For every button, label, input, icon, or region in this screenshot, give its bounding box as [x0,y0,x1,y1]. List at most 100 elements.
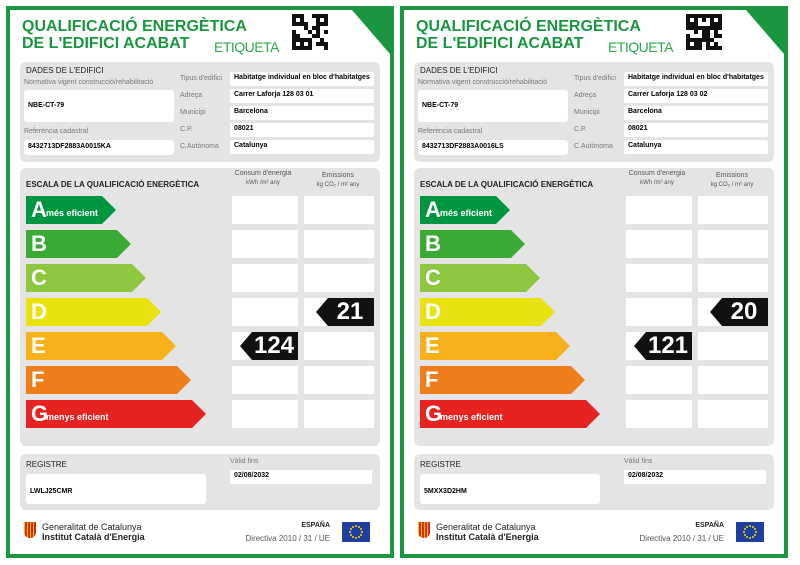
field-label: Referència cadastral [418,128,483,135]
class-text: menys eficient [46,412,109,422]
qr-cell [296,22,300,26]
eu-star [743,534,746,536]
qr-cell [694,42,698,46]
field-label: Municipi [180,109,206,116]
qr-cell [312,14,316,18]
qr-cell [300,22,304,26]
qr-cell [690,38,694,42]
eu-star [349,528,352,530]
class-arrow: E [26,332,176,360]
qr-cell [292,34,296,38]
class-arrow: D [26,298,161,326]
value-cell [698,332,768,360]
rating-arrow: 20 [710,298,768,326]
column-unit: kWh /m² any [640,180,674,186]
eu-star [752,536,754,539]
eu-star [361,531,363,533]
eu-star [754,534,757,536]
qr-cell [300,18,304,22]
qr-cell [706,26,710,30]
logo-stripe [25,522,27,538]
value-cell [232,264,298,292]
field-box: NBE-CT-79 [24,90,174,122]
qr-cell [320,22,324,26]
eu-star [360,534,363,536]
class-arrow: B [420,230,525,258]
qr-cell [706,38,710,42]
qr-cell [718,46,722,50]
class-arrow: C [420,264,540,292]
field-value: 8432713DF2883A0016LS [422,143,504,150]
logo-stripe [28,522,30,538]
field-value: NBE-CT-79 [28,102,65,109]
qr-cell [718,14,722,18]
qr-cell [714,22,718,26]
tag: ETIQUETA [608,39,673,55]
eu-star [355,525,357,527]
eu-star [749,537,751,539]
field-box: LWLJ25CMR [26,474,206,504]
class-text: menys eficient [440,412,503,422]
column-header: Emissions [716,172,748,179]
qr-cell [714,34,718,38]
eu-star [746,536,748,539]
class-letter: F [425,367,439,392]
qr-cell [702,38,706,42]
field-label: Municipi [574,109,600,116]
field-value: Carrer Laforja 128 03 01 [234,91,314,98]
class-letter: B [425,231,441,256]
rating-value: 121 [647,332,689,359]
qr-cell [710,38,714,42]
value-cell [304,400,374,428]
value-cell [304,332,374,360]
field-label: Adreça [574,92,597,99]
qr-cell [686,34,690,38]
qr-cell [698,42,702,46]
field-box: Habitatge individual en bloc d'habitatge… [624,72,768,86]
field-value: Barcelona [628,108,662,115]
value-cell [232,400,298,428]
column-header: Emissions [322,172,354,179]
class-letter: E [425,333,440,358]
field-label: Normativa vigent construcció/rehabilitac… [24,79,154,86]
qr-cell [690,26,694,30]
qr-cell [694,18,698,22]
qr-cell [714,46,718,50]
building-panel: DADES DE L'EDIFICI Normativa vigent const… [20,62,380,162]
qr-cell [292,46,296,50]
qr-cell [324,46,328,50]
qr-cell [300,42,304,46]
value-cell [698,366,768,394]
logo [418,522,430,538]
qr-cell [698,46,702,50]
value-cell [698,230,768,258]
org-name: Institut Català d'Energia [436,532,539,542]
eu-star [352,525,354,528]
qr-cell [714,42,718,46]
qr-cell [312,34,316,38]
qr-cell [304,38,308,42]
section-title: DADES DE L'EDIFICI [26,66,104,75]
qr-cell [296,38,300,42]
value-cell [626,298,692,326]
logo-stripe [31,522,33,538]
registry-label: REGISTRE [420,460,461,469]
eu-star [743,531,745,533]
class-letter: E [31,333,46,358]
eu-star [754,528,757,530]
valid-label: Vàlid fins [230,458,259,465]
field-box: Habitatge individual en bloc d'habitatge… [230,72,374,86]
registry-panel: REGISTRE 5MXX3D2HM Vàlid fins 02/08/2032 [414,454,774,510]
field-box: Catalunya [230,140,374,154]
qr-cell [308,30,312,34]
qr-cell [690,46,694,50]
field-label: Tipus d'edifici [180,75,222,82]
rating-value: 124 [253,332,295,359]
value-cell [698,400,768,428]
qr-cell [690,18,694,22]
field-label: Adreça [180,92,203,99]
footer: Generalitat de Catalunya Institut Català … [20,514,380,552]
value-cell [232,298,298,326]
